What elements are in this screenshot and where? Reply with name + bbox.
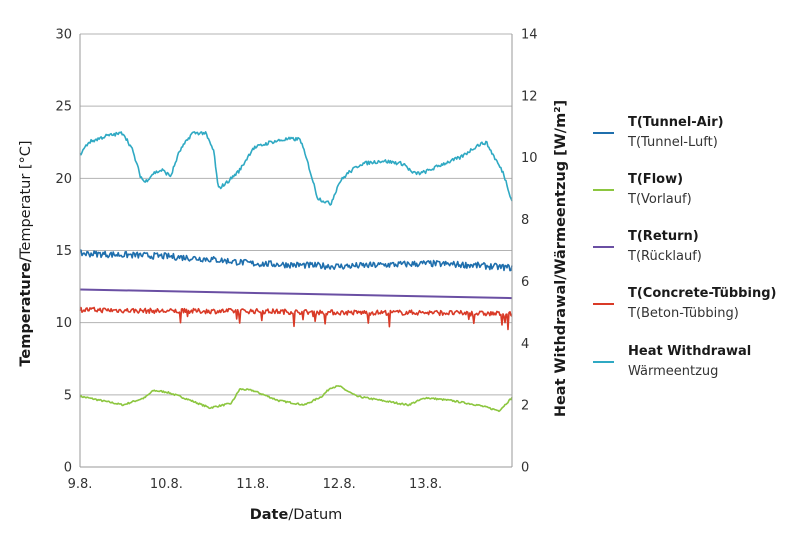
x-tick-label: 9.8. [68,477,93,492]
axes [79,34,513,467]
y-right-tick-label: 4 [521,337,529,352]
x-axis-title-normal: /Datum [288,507,342,523]
y-right-tick-label: 6 [521,275,529,290]
x-axis-title: Date/Datum [250,507,343,523]
series-line-2 [79,288,513,300]
y-right-tick-label: 0 [521,461,529,476]
x-axis-title-bold: Date [250,507,289,523]
series-line-0 [79,249,513,272]
gridlines [80,33,512,468]
legend-label-de: T(Vorlauf) [627,192,692,207]
series-lines [79,131,513,413]
legend: T(Tunnel-Air) T(Tunnel-Luft) T(Flow) T(Vorl… [593,115,776,379]
legend-label-en: T(Flow) [628,172,683,187]
y-left-tick-label: 10 [55,316,72,331]
legend-label-en: T(Return) [628,229,699,244]
series-line-4 [79,131,513,206]
y-left-tick-label: 5 [64,388,72,403]
legend-label-de: T(Rücklauf) [627,249,702,264]
y-axis-right-title: Heat Withdrawal/Wärmeentzug [W/m²] [553,100,569,417]
y-axis-left-title-bold: Temperature/ [18,256,34,366]
y-left-tick-label: 20 [55,172,72,187]
y-right-tick-label: 2 [521,399,529,414]
y-left-tick-label: 15 [55,244,72,259]
legend-label-de: T(Beton-Tübbing) [627,306,739,321]
y-axis-left-title-normal: Temperatur [°C] [18,140,34,258]
x-tick-label: 12.8. [323,477,356,492]
x-tick-label: 11.8. [236,477,269,492]
series-line-3 [79,306,513,331]
legend-label-en: Heat Withdrawal [628,344,751,359]
x-tick-label: 10.8. [150,477,183,492]
y-left-tick-label: 25 [55,100,72,115]
legend-label-en: T(Concrete-Tübbing) [628,286,776,301]
y-left-tick-label: 30 [55,28,72,43]
legend-label-de: T(Tunnel-Luft) [627,135,718,150]
series-line-1 [79,385,513,413]
legend-label-en: T(Tunnel-Air) [628,115,724,130]
axis-titles: Temperature/Temperatur [°C] Heat Withdra… [18,100,569,523]
y-right-tick-label: 14 [521,28,538,43]
y-right-tick-label: 12 [521,89,538,104]
y-left-tick-label: 0 [64,461,72,476]
y-right-tick-label: 10 [521,151,538,166]
y-axis-left-title: Temperature/Temperatur [°C] [18,140,34,366]
x-tick-label: 13.8. [409,477,442,492]
y-right-tick-label: 8 [521,213,529,228]
tick-labels: 0 5 10 15 20 25 30 0 2 4 6 8 10 12 14 9.8. 10.8. 11.8. 12.… [55,28,537,493]
legend-label-de: Wärmeentzug [628,364,718,379]
